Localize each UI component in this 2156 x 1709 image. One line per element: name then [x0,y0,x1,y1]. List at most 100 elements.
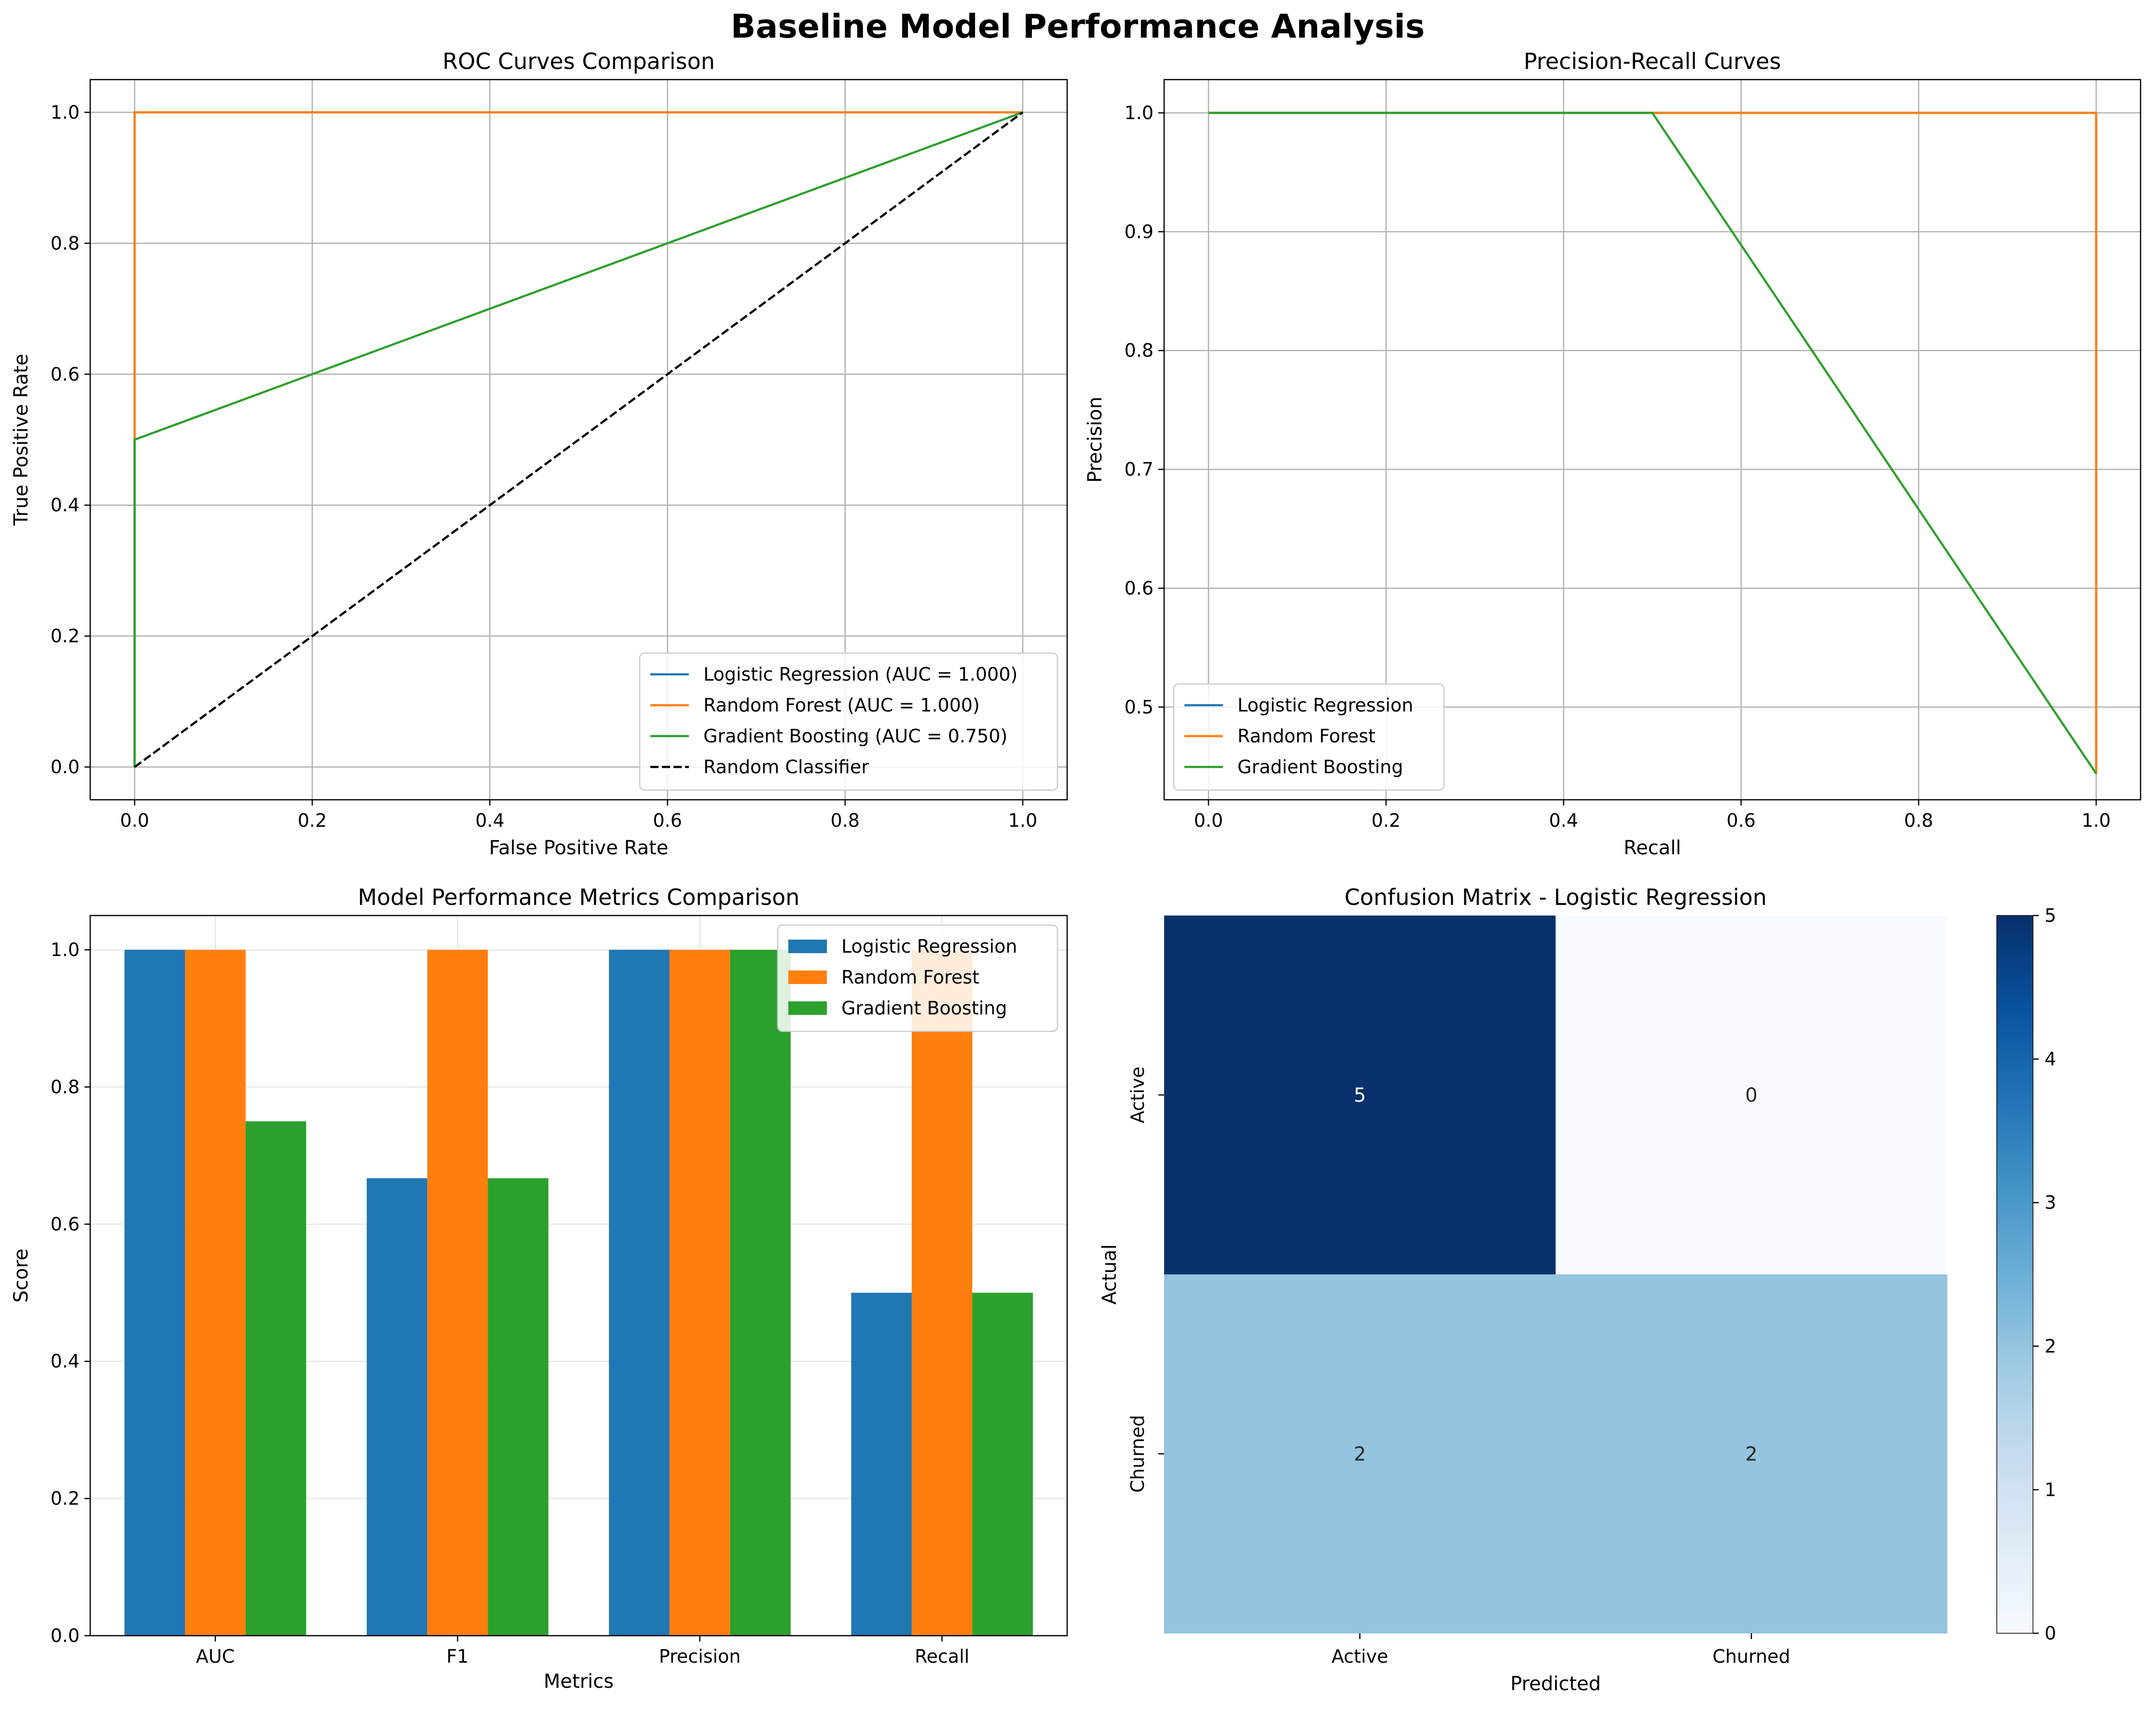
y-tick-label: Churned [1127,1415,1148,1492]
colorbar-tick-label: 4 [2045,1049,2056,1070]
x-tick-label: Active [1332,1646,1388,1667]
x-tick-label: Precision [659,1646,741,1667]
y-tick-label: 0.8 [51,1076,80,1097]
heatmap-cell-churned-active [1164,1274,1556,1634]
y-axis-label: True Positive Rate [10,354,32,526]
y-tick-label: 1.0 [1125,102,1154,123]
legend: Logistic Regression Random Forest Gradient… [1173,683,1445,791]
legend-label: Logistic Regression [1237,695,1414,716]
bar-logistic-regression-f1 [367,1178,427,1636]
heatmap-cell-value: 2 [1745,1443,1758,1465]
heatmap-cell-churned-churned [1555,1274,1948,1634]
y-axis-label: Actual [1099,1244,1121,1304]
bar-logistic-regression-precision [609,950,670,1636]
y-tick-label: 0.6 [51,364,80,385]
y-tick-label: 0.0 [51,1625,80,1646]
colorbar [1997,916,2033,1633]
x-tick-label: 0.8 [831,810,860,831]
x-tick-label: 1.0 [1008,810,1037,831]
heatmap-cell-value: 0 [1745,1084,1758,1107]
bar-random-forest-f1 [427,950,488,1636]
plot-area [1164,80,2141,800]
chart-title: Precision-Recall Curves [1524,48,1781,74]
axes-frame [1163,79,2142,801]
legend-frame [1173,683,1445,791]
x-tick-label: Recall [915,1646,969,1667]
series-line-gradient-boosting-auc-0-750 [133,111,1023,767]
legend-swatch-gradient-boosting [788,1001,827,1015]
colorbar-frame [1996,915,2033,1634]
x-tick-label: Churned [1713,1646,1790,1667]
bar-random-forest-auc [185,950,246,1636]
x-axis-label: Predicted [1511,1673,1601,1695]
figure-suptitle: Baseline Model Performance Analysis [731,8,1425,46]
y-tick-label: 0.2 [51,626,80,647]
legend-label: Random Classifier [703,756,869,778]
x-axis-label: False Positive Rate [489,837,669,859]
legend-label: Random Forest (AUC = 1.000) [703,695,980,716]
bar-gradient-boosting-auc [246,1121,306,1636]
axes-frame [89,915,1068,1637]
y-tick-label: 0.6 [1125,577,1154,599]
y-tick-label: 0.2 [51,1488,80,1509]
heatmap-cell-value: 2 [1354,1443,1366,1465]
legend-swatch-random-forest [788,971,827,984]
bar-gradient-boosting-precision [730,950,791,1636]
bar-logistic-regression-auc [124,950,185,1636]
x-tick-label: 0.2 [1372,810,1401,831]
legend-label: Random Forest [841,967,979,988]
y-tick-label: 0.7 [1125,459,1154,480]
bar-logistic-regression-recall [851,1293,912,1636]
legend-frame [777,924,1058,1032]
y-axis-label: Score [10,1248,32,1302]
y-tick-label: 1.0 [51,102,80,123]
y-tick-label: 0.8 [51,232,80,254]
bar-random-forest-recall [911,950,973,1636]
y-tick-label: 0.5 [1125,697,1154,718]
heatmap-cell-value: 5 [1354,1084,1366,1107]
x-tick-label: 0.4 [475,810,504,831]
chart-title: ROC Curves Comparison [442,48,715,74]
heatmap-cell-active-churned [1555,916,1948,1275]
legend-frame [639,652,1058,791]
series-line-gradient-boosting [1208,111,2097,775]
heatmap-cell-active-active [1164,916,1556,1275]
x-tick-label: 0.6 [1727,810,1756,831]
legend-label: Logistic Regression [841,936,1017,957]
colorbar-tick-label: 0 [2045,1623,2056,1644]
y-axis-label: Precision [1084,396,1106,482]
y-tick-label: 1.0 [51,939,80,960]
legend-label: Gradient Boosting [841,998,1007,1019]
y-tick-label: 0.9 [1125,221,1154,242]
x-tick-label: 0.4 [1549,810,1578,831]
legend-label: Logistic Regression (AUC = 1.000) [703,664,1017,685]
bar-gradient-boosting-recall [972,1293,1033,1636]
x-tick-label: AUC [196,1646,234,1667]
y-tick-label: 0.8 [1125,340,1154,361]
legend: Logistic Regression Random Forest Gradient… [777,924,1058,1032]
colorbar-tick-label: 5 [2045,905,2056,926]
legend-label: Gradient Boosting (AUC = 0.750) [703,725,1007,747]
axes-frame [89,79,1068,801]
x-axis-label: Recall [1623,837,1681,859]
confusion-matrix-heatmap: 5 0 2 2 Active Churned Active Churned Confusion … [1099,884,2056,1695]
x-tick-label: 0.0 [1194,810,1223,831]
x-tick-label: 0.8 [1904,810,1933,831]
x-axis-label: Metrics [544,1670,614,1693]
bar-random-forest-precision [669,950,730,1636]
metrics-bar-chart: AUC F1 Precision Recall 0.0 0.2 0.4 0.6 0.8 1.0 Mo… [10,884,1068,1693]
bar-gradient-boosting-f1 [488,1178,549,1636]
legend-label: Random Forest [1237,725,1375,747]
x-tick-label: 0.6 [653,810,682,831]
x-tick-label: 0.0 [120,810,149,831]
colorbar-tick-label: 3 [2045,1192,2056,1213]
y-tick-label: Active [1127,1066,1148,1123]
chart-title: Confusion Matrix - Logistic Regression [1345,884,1767,910]
y-tick-label: 0.4 [51,1351,80,1372]
roc-curve-chart: 0.0 0.2 0.4 0.6 0.8 1.0 0.0 0.2 0.4 0.6 0.8 1.0 ROC … [10,48,1068,859]
x-tick-label: 0.2 [298,810,327,831]
series-line-random-classifier [134,111,1024,768]
legend-label: Gradient Boosting [1237,756,1403,778]
legend-swatch-logistic-regression [788,940,827,953]
x-tick-label: F1 [446,1646,468,1667]
